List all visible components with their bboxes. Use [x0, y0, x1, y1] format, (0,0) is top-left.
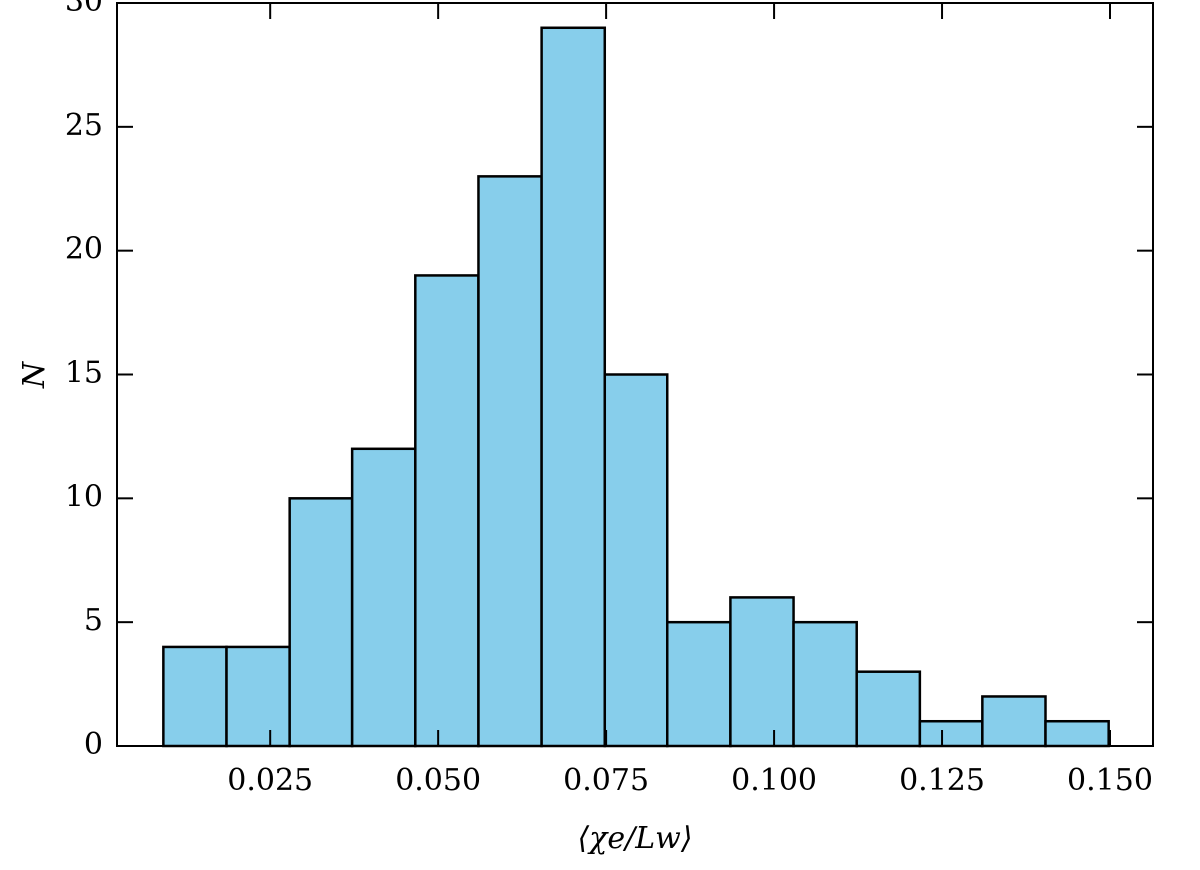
y-tick-label: 25	[65, 108, 103, 143]
bar	[792, 620, 858, 748]
y-axis-label: N	[17, 360, 52, 389]
bar	[1044, 719, 1110, 748]
y-tick-label: 5	[84, 603, 103, 638]
bar	[729, 596, 795, 748]
bar	[350, 447, 417, 748]
y-tick-label: 10	[65, 479, 103, 514]
x-tick-label: 0.025	[227, 763, 313, 798]
y-tick-label: 15	[65, 356, 103, 391]
x-tick-label: 0.125	[899, 763, 985, 798]
bar	[603, 373, 669, 748]
bar	[477, 175, 543, 748]
bar	[981, 695, 1047, 748]
x-tick-label: 0.100	[731, 763, 817, 798]
x-tick-label: 0.050	[395, 763, 481, 798]
bar	[855, 670, 922, 748]
x-tick-label: 0.075	[563, 763, 649, 798]
bar	[288, 497, 354, 748]
bar	[162, 645, 228, 748]
bar	[665, 620, 732, 748]
y-tick-label: 30	[65, 0, 103, 19]
bar	[225, 645, 291, 748]
x-axis-label: ⟨χe/Lw⟩	[577, 821, 692, 856]
bar	[540, 26, 607, 748]
bar	[414, 274, 480, 748]
bar	[918, 719, 984, 748]
y-tick-label: 20	[65, 232, 103, 267]
x-tick-label: 0.150	[1067, 763, 1153, 798]
y-tick-label: 0	[84, 727, 103, 762]
